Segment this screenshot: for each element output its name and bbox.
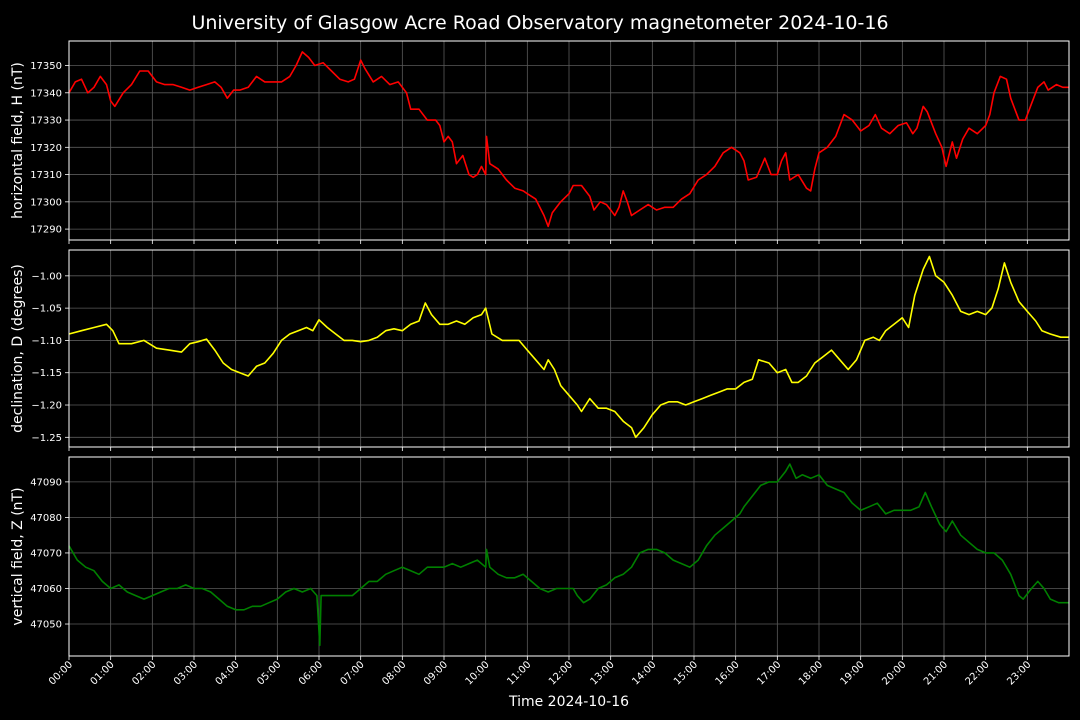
y-tick-label: 17320	[30, 143, 62, 154]
x-axis-label: Time 2024-10-16	[508, 694, 629, 710]
y-tick-label: 47050	[30, 620, 62, 631]
series-line-z	[68, 463, 1069, 647]
y-tick-label: −1.15	[31, 368, 62, 379]
y-tick-label: 17330	[30, 116, 62, 127]
y-tick-label: 17300	[30, 197, 62, 208]
y-tick-label: −1.05	[31, 304, 62, 315]
y-tick-label: 17340	[30, 88, 62, 99]
y-axis-label-z: vertical field, Z (nT)	[10, 487, 26, 625]
y-tick-label: 47090	[30, 477, 62, 488]
y-tick-label: −1.00	[31, 271, 62, 282]
panel-z: 47050 47060 47070 47080 47090 vertical field,…	[10, 456, 1070, 660]
y-tick-label: 47060	[30, 584, 62, 595]
y-axis-label-d: declination, D (degrees)	[10, 264, 26, 433]
panel-frame	[68, 249, 1070, 448]
panel-d: −1.25 −1.20 −1.15 −1.10 −1.05 −1.00 declinatio…	[10, 249, 1070, 451]
y-tick-label: 47070	[30, 548, 62, 559]
panel-h: 17290 17300 17310 17320 17330 17340 17350 horiz…	[10, 40, 1070, 244]
panel-frame	[68, 40, 1070, 241]
y-tick-label: −1.25	[31, 433, 62, 444]
y-tick-label: 17310	[30, 170, 62, 181]
y-tick-label: 17290	[30, 225, 62, 236]
y-tick-label: −1.20	[31, 401, 62, 412]
chart-title: University of Glasgow Acre Road Observat…	[191, 12, 888, 34]
y-axis-label-h: horizontal field, H (nT)	[10, 62, 26, 219]
panel-frame	[68, 456, 1070, 657]
series-line-h	[68, 51, 1069, 228]
y-tick-label: 47080	[30, 513, 62, 524]
y-tick-label: −1.10	[31, 336, 62, 347]
series-line-d	[68, 255, 1069, 439]
y-tick-label: 17350	[30, 61, 62, 72]
